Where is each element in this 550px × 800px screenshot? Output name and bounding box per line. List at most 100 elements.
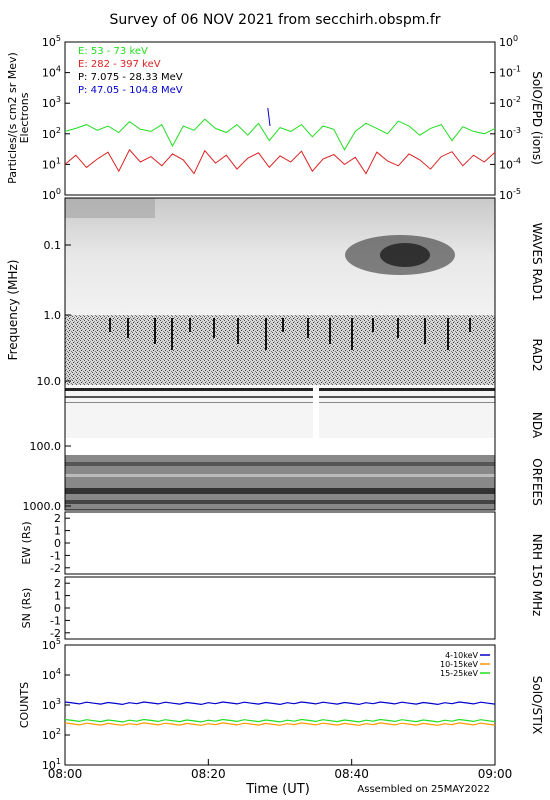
stix-series-line [64,701,496,706]
frequency-tick-label: 1000.0 [23,500,62,513]
time-tick-label: 08:00 [48,767,83,781]
nrh-ytick-label: -2 [50,562,61,575]
spectrogram-gap [65,438,495,455]
particles-y2-axis: 10-5 10-4 10-3 10-2 10-1 100 [490,34,521,202]
particles-legend-entry: E: 53 - 73 keV [78,46,148,57]
stix-series [64,701,496,726]
nrh-ytick-label: 2 [54,512,61,525]
nrh-sn-ylabel: SN (Rs) [20,588,33,629]
particles-frame [64,41,496,196]
nrh-ytick-label: -1 [50,614,61,627]
nda-band-1 [65,388,495,391]
stix-ytick-label: 105 [42,637,61,652]
time-tick-label: 08:40 [334,767,369,781]
assembled-footer: Assembled on 25MAY2022 [357,784,490,795]
nrh-ew-frame [64,511,496,575]
spectrogram-frame [64,197,496,511]
nrh-ytick-label: 1 [54,590,61,603]
stix-legend-label: 15-25keV [440,669,479,678]
particles-series-line [267,107,271,127]
rad1-dark-burst-core [380,243,430,267]
rad1-top-band [65,198,155,218]
particles-right-label: SolO/EPD (ions) [530,71,544,165]
particles-y2tick-label: 10-3 [499,126,521,141]
frequency-ylabel: Frequency (MHz) [6,260,20,361]
particles-series [64,107,496,175]
particles-legend-entry: E: 282 - 397 keV [78,59,161,70]
particles-series-line [64,118,496,151]
frequency-tick-label: 100.0 [30,440,62,453]
nrh-ew-ylabel: EW (Rs) [20,521,33,564]
stix-ylabel: COUNTS [18,682,31,728]
particles-y2tick-label: 100 [499,34,518,49]
particles-ytick-label: 105 [42,34,61,49]
stix-legend-label: 4-10keV [445,651,478,660]
stix-y-axis: 101 102 103 104 105 [42,637,70,772]
orfees-band-4 [65,500,495,504]
nrh-ytick-label: 0 [54,602,61,615]
nda-right-label: NDA [530,412,544,439]
stix-series-line [64,718,496,723]
nrh-ytick-label: 2 [54,577,61,590]
nrh-ytick-label: 0 [54,537,61,550]
stix-ytick-label: 104 [42,667,61,682]
frequency-tick-label: 10.0 [37,375,62,388]
particles-ylabel-1: Particles/(s cm2 sr Mev) [6,52,19,184]
frequency-tick-label: 0.1 [44,239,62,252]
nrh-ytick-label: -2 [50,627,61,640]
rad2-right-label: RAD2 [530,339,544,372]
particles-y2tick-label: 10-2 [499,95,521,110]
nrh-right-label: NRH 150 MHz [530,534,544,617]
nda-band-2 [65,396,495,398]
particles-y-axis: 100 101 102 103 104 105 [42,34,70,202]
particles-legend-entry: P: 47.05 - 104.8 MeV [78,85,183,96]
stix-ytick-label: 103 [42,697,61,712]
rad2-burst-streaks [109,318,471,350]
frequency-tick-label: 1.0 [44,309,62,322]
particles-y2tick-label: 10-5 [499,187,521,202]
nrh-ytick-label: 1 [54,525,61,538]
particles-ytick-label: 101 [42,156,61,171]
stix-ytick-label: 101 [42,757,61,772]
nrh-ytick-label: -1 [50,549,61,562]
particles-legend-entry: P: 7.075 - 28.33 MeV [78,72,183,83]
particles-ytick-label: 102 [42,126,61,141]
particles-y2tick-label: 10-1 [499,65,521,80]
rad1-right-label: WAVES RAD1 [530,223,544,302]
time-tick-label: 08:20 [191,767,226,781]
orfees-right-label: ORFEES [530,458,544,505]
particles-ytick-label: 100 [42,187,61,202]
stix-series-line [64,722,496,726]
nda-spectrogram [65,385,495,438]
orfees-band-3 [65,488,495,494]
particles-legend: E: 53 - 73 keV E: 282 - 397 keV P: 7.075 -… [78,46,183,96]
frequency-axis: 0.1 1.0 10.0 100.0 1000.0 [23,239,71,513]
particles-series-line [64,148,496,175]
nda-gap [313,385,319,438]
stix-right-label: SolO/STIX [530,676,544,735]
figure-title: Survey of 06 NOV 2021 from secchirh.obsp… [109,12,440,28]
time-axis-label: Time (UT) [245,782,310,797]
time-tick-label: 09:00 [478,767,513,781]
stix-legend-label: 10-15keV [440,660,479,669]
particles-ytick-label: 104 [42,65,61,80]
nrh-sn-frame [64,576,496,640]
nda-band-3 [65,402,495,403]
orfees-band-2 [65,474,495,477]
particles-y2tick-label: 10-4 [499,156,521,171]
spectrogram-panel: 0.1 1.0 10.0 100.0 1000.0 Frequency (MHz) WA… [6,197,544,513]
particles-ytick-label: 103 [42,95,61,110]
time-axis: 08:00 08:20 08:40 09:00 [48,759,513,781]
stix-ytick-label: 102 [42,727,61,742]
orfees-band-1 [65,462,495,466]
rad2-spectrogram [65,315,495,385]
particles-ylabel-2: Electrons [18,92,31,143]
